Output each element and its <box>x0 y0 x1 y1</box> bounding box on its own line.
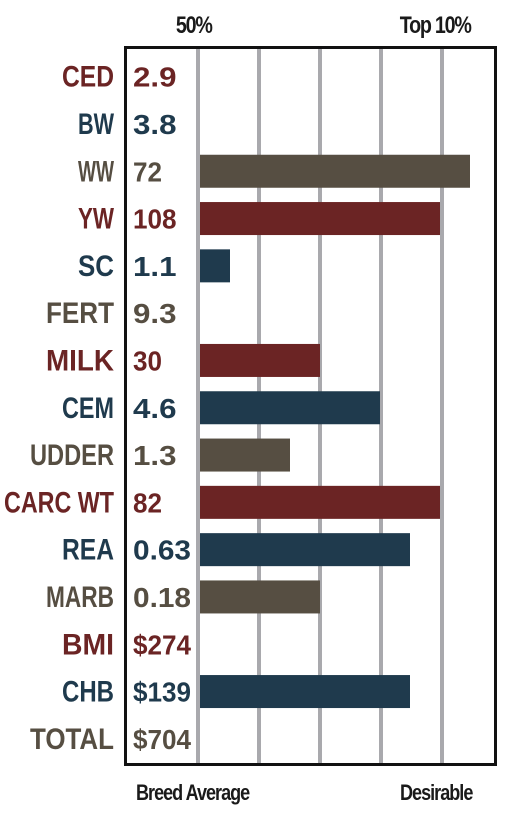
bar-rea <box>200 533 410 567</box>
trait-label-yw: YW <box>78 203 115 236</box>
trait-value-carc-wt: 82 <box>133 487 162 518</box>
trait-value-ww: 72 <box>133 156 162 187</box>
bar-udder <box>200 438 290 472</box>
trait-value-rea: 0.63 <box>133 535 191 566</box>
top-label-top-10-percent: Top 10% <box>399 12 472 39</box>
trait-value-cem: 4.6 <box>133 393 177 424</box>
trait-value-marb: 0.18 <box>133 582 191 613</box>
bar-sc <box>200 249 230 283</box>
trait-label-milk: MILK <box>46 344 114 377</box>
bar-milk <box>200 343 320 377</box>
trait-value-total: $704 <box>133 724 191 755</box>
trait-value-bw: 3.8 <box>133 109 177 140</box>
trait-value-chb: $139 <box>133 677 191 708</box>
trait-label-rea: REA <box>62 534 114 567</box>
trait-label-ced: CED <box>62 61 114 94</box>
bar-chb <box>200 675 410 709</box>
trait-label-total: TOTAL <box>30 723 114 756</box>
bar-marb <box>200 580 320 614</box>
trait-label-chb: CHB <box>62 676 114 709</box>
chart-frame <box>124 46 497 766</box>
top-label-50-percent: 50% <box>175 12 213 39</box>
trait-label-cem: CEM <box>62 392 114 425</box>
trait-value-fert: 9.3 <box>133 298 177 329</box>
trait-label-ww: WW <box>78 155 114 188</box>
trait-label-sc: SC <box>78 250 114 283</box>
trait-value-udder: 1.3 <box>133 440 177 471</box>
bar-yw <box>200 202 440 236</box>
trait-label-bmi: BMI <box>62 628 114 661</box>
bar-cem <box>200 391 380 425</box>
trait-label-marb: MARB <box>46 581 114 614</box>
trait-label-carc-wt: CARC WT <box>4 486 114 519</box>
bottom-label-breed-average: Breed Average <box>136 780 250 805</box>
trait-value-ced: 2.9 <box>133 62 177 93</box>
bottom-label-desirable: Desirable <box>400 780 473 805</box>
trait-label-fert: FERT <box>46 297 114 330</box>
trait-value-milk: 30 <box>133 345 162 376</box>
trait-label-bw: BW <box>78 108 114 141</box>
bar-ww <box>200 154 470 188</box>
trait-value-yw: 108 <box>133 204 177 235</box>
trait-label-udder: UDDER <box>30 439 114 472</box>
trait-value-sc: 1.1 <box>133 251 177 282</box>
bar-carc-wt <box>200 485 440 519</box>
trait-value-bmi: $274 <box>133 629 191 660</box>
